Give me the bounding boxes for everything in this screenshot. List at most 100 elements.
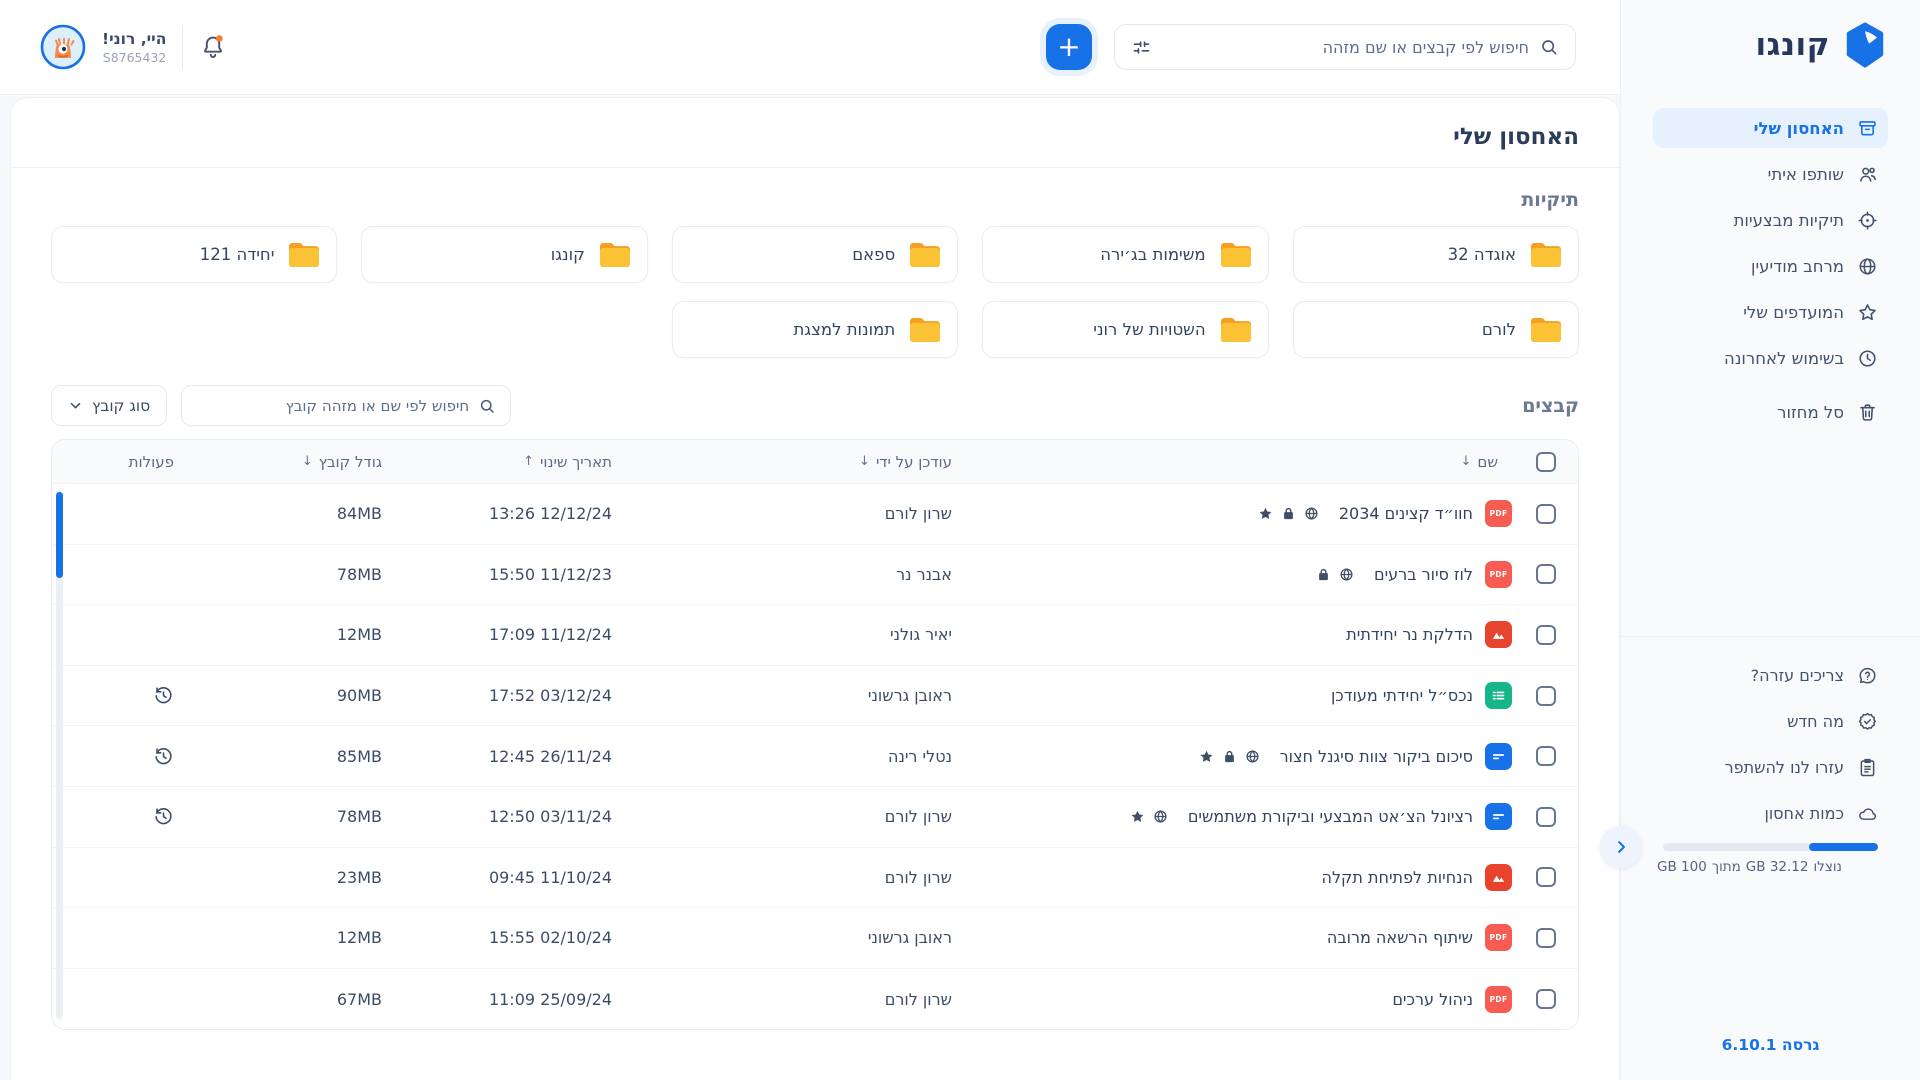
- modified-date: 02/10/24 15:55: [488, 928, 612, 948]
- sidebar-item-label: מרחב מודיעין: [1751, 256, 1844, 276]
- row-checkbox[interactable]: [1536, 989, 1556, 1010]
- sort-arrow-down-icon: ↓: [301, 454, 313, 469]
- version-history-icon[interactable]: [153, 746, 174, 767]
- table-row[interactable]: PDF ניהול ערכים שרון לורם 25/09/24 11:09…: [52, 969, 1578, 1030]
- table-row[interactable]: הנחיות לפתיחת תקלה שרון לורם 11/10/24 09…: [52, 848, 1578, 909]
- sidebar-collapse-button[interactable]: [1600, 826, 1642, 868]
- global-search-input[interactable]: [1162, 37, 1529, 57]
- storage-progress-bar: [1663, 843, 1878, 851]
- star-icon: [1130, 809, 1145, 824]
- file-type-sheet-icon: [1485, 682, 1512, 710]
- search-filter-sliders-icon[interactable]: [1131, 37, 1152, 58]
- file-type-pdf-icon: PDF: [1485, 985, 1512, 1013]
- star-icon: [1258, 506, 1273, 521]
- version-history-icon[interactable]: [153, 806, 174, 827]
- star-icon: [1857, 302, 1878, 323]
- version-history-icon[interactable]: [153, 685, 174, 706]
- row-checkbox[interactable]: [1536, 685, 1556, 706]
- file-type-image-icon: [1485, 621, 1512, 649]
- storage-usage-text: נוצלו GB 32.12 מתוך GB 100: [1657, 859, 1842, 875]
- file-name: נכס״ל יחידתי מעודכן: [1330, 686, 1473, 706]
- add-new-button[interactable]: +: [1046, 24, 1092, 70]
- table-row[interactable]: נכס״ל יחידתי מעודכן ראובן גרשוני 03/12/2…: [52, 666, 1578, 727]
- app-logo[interactable]: קונגו: [1653, 22, 1888, 68]
- file-search-icon: [478, 397, 496, 415]
- sidebar-item-4[interactable]: המועדפים שלי: [1653, 292, 1888, 332]
- sidebar-item-1[interactable]: שותפו איתי: [1653, 154, 1888, 194]
- file-name: הדלקת נר יחידתית: [1346, 625, 1473, 645]
- file-type-pdf-icon: PDF: [1485, 500, 1512, 528]
- folder-card[interactable]: השטויות של רוני: [982, 301, 1269, 358]
- files-toolbar: קבצים סוג קובץ: [51, 385, 1579, 426]
- header-file-size[interactable]: גודל קובץ ↓: [301, 452, 382, 471]
- header-name[interactable]: שם ↓: [1460, 452, 1499, 471]
- logo-cube-icon: [1842, 22, 1888, 68]
- row-checkbox[interactable]: [1536, 624, 1556, 645]
- file-type-filter-button[interactable]: סוג קובץ: [51, 385, 168, 426]
- header-updated-by[interactable]: עודכן על ידי ↓: [859, 452, 952, 471]
- table-row[interactable]: סיכום ביקור צוות סיגנל חצור נטלי רינה 26…: [52, 726, 1578, 787]
- row-checkbox[interactable]: [1536, 746, 1556, 767]
- sidebar: קונגו האחסון שלי שותפו איתי תיקיות מבצעי…: [1600, 0, 1920, 1080]
- header-modified-date[interactable]: תאריך שינוי ↑: [523, 452, 612, 471]
- sidebar-item-label: עזרו לנו להשתפר: [1724, 757, 1844, 777]
- row-checkbox[interactable]: [1536, 867, 1556, 888]
- file-type-pdf-icon: PDF: [1485, 560, 1512, 588]
- modified-date: 11/12/24 17:09: [488, 625, 612, 645]
- updated-by: שרון לורם: [884, 807, 952, 827]
- file-type-image-icon: [1485, 863, 1512, 891]
- main-column: + היי, רוני! S8765432 האחסון שלי: [0, 24, 1620, 1080]
- file-size: 85MB: [336, 746, 382, 766]
- sidebar-item-sec-3[interactable]: כמות אחסון: [1653, 793, 1888, 833]
- folder-card[interactable]: משימות בג׳ירה: [982, 226, 1269, 283]
- table-row[interactable]: רציונל הצ׳אט המבצעי וביקורת משתמשים שרון…: [52, 787, 1578, 848]
- file-type-pdf-icon: PDF: [1485, 924, 1512, 952]
- sidebar-divider: [1621, 636, 1920, 637]
- sidebar-item-3[interactable]: מרחב מודיעין: [1653, 246, 1888, 286]
- file-type-doc-icon: [1485, 803, 1512, 831]
- storage-page-card: האחסון שלי תיקיות אוגדה 32 משימות בג׳ירה…: [10, 97, 1620, 1080]
- file-search-input[interactable]: [196, 396, 470, 415]
- sidebar-item-6[interactable]: סל מחזור: [1653, 392, 1888, 432]
- sidebar-item-sec-1[interactable]: מה חדש: [1653, 701, 1888, 741]
- row-checkbox[interactable]: [1536, 564, 1556, 585]
- user-text: היי, רוני! S8765432: [102, 30, 166, 65]
- folder-card[interactable]: תמונות למצגת: [671, 301, 959, 358]
- notifications-bell-icon[interactable]: [199, 33, 227, 61]
- table-row[interactable]: PDF שיתוף הרשאה מרובה ראובן גרשוני 02/10…: [52, 908, 1578, 969]
- table-scrollbar-thumb[interactable]: [56, 492, 63, 578]
- sidebar-item-sec-2[interactable]: עזרו לנו להשתפר: [1653, 747, 1888, 787]
- archive-icon: [1857, 118, 1878, 139]
- app-version: גרסה 6.10.1: [1721, 1036, 1820, 1054]
- cloud-icon: [1857, 803, 1878, 824]
- sidebar-item-5[interactable]: בשימוש לאחרונה: [1653, 338, 1888, 378]
- folder-card[interactable]: לורם: [1292, 301, 1579, 358]
- file-size: 67MB: [336, 989, 382, 1009]
- row-checkbox[interactable]: [1536, 927, 1556, 948]
- folder-name: ספאם: [852, 245, 896, 264]
- table-row[interactable]: הדלקת נר יחידתית יאיר גולני 11/12/24 17:…: [52, 605, 1578, 666]
- sidebar-item-label: המועדפים שלי: [1743, 302, 1844, 322]
- table-scrollbar-track[interactable]: [56, 490, 63, 1020]
- folder-card[interactable]: אוגדה 32: [1292, 226, 1579, 283]
- sidebar-item-sec-0[interactable]: צריכים עזרה?: [1653, 655, 1888, 695]
- files-section-title: קבצים: [1522, 394, 1579, 417]
- lock-icon: [1281, 506, 1296, 521]
- folder-card[interactable]: ספאם: [671, 226, 959, 283]
- files-table-body: PDF חוו״ד קצינים 2034 שרון לורם 12/12/24…: [52, 484, 1578, 1029]
- file-name: שיתוף הרשאה מרובה: [1326, 928, 1473, 948]
- sidebar-secondary-nav: צריכים עזרה? מה חדש עזרו לנו להשתפר כמות…: [1653, 655, 1888, 839]
- lock-icon: [1222, 749, 1237, 764]
- select-all-checkbox[interactable]: [1536, 451, 1556, 472]
- table-row[interactable]: PDF חוו״ד קצינים 2034 שרון לורם 12/12/24…: [52, 484, 1578, 545]
- row-checkbox[interactable]: [1536, 503, 1556, 524]
- feedback-icon: [1857, 757, 1878, 778]
- sidebar-item-0[interactable]: האחסון שלי: [1653, 108, 1888, 148]
- sidebar-item-2[interactable]: תיקיות מבצעיות: [1653, 200, 1888, 240]
- row-checkbox[interactable]: [1536, 806, 1556, 827]
- table-row[interactable]: PDF לוז סיור ברעים אבנר נר 11/12/23 15:5…: [52, 545, 1578, 606]
- modified-date: 25/09/24 11:09: [488, 989, 612, 1009]
- user-avatar[interactable]: [40, 24, 86, 70]
- folder-card[interactable]: קונגו: [361, 226, 648, 283]
- folder-card[interactable]: יחידה 121: [51, 226, 338, 283]
